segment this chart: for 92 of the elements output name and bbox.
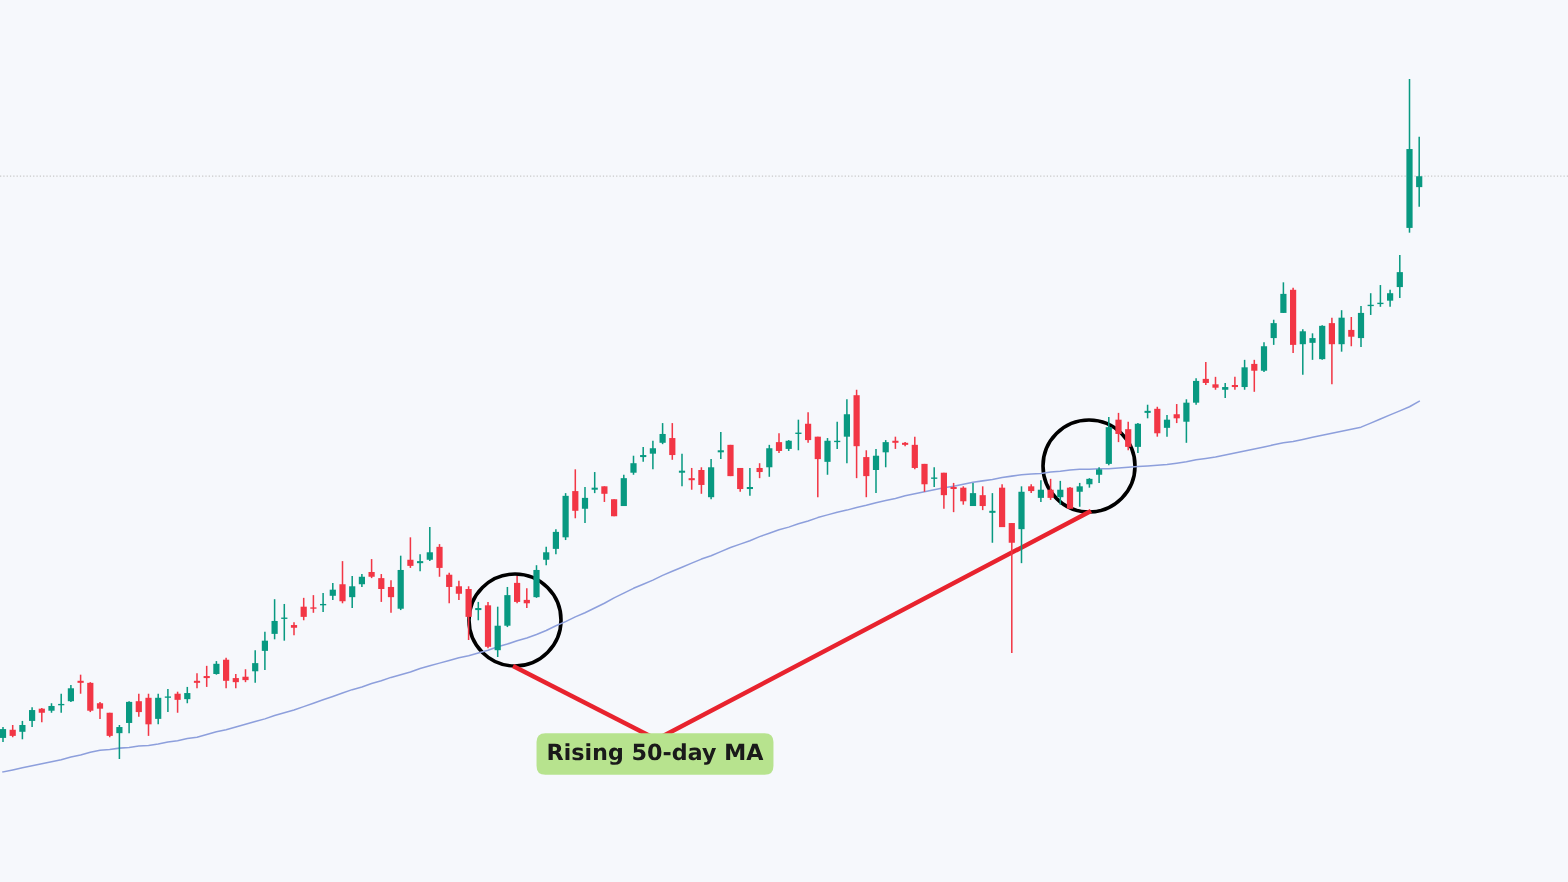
candlestick xyxy=(960,485,967,506)
candlestick xyxy=(581,486,589,524)
candlestick xyxy=(1183,398,1190,444)
candlestick xyxy=(989,492,996,544)
candlestick xyxy=(552,528,559,556)
candlestick xyxy=(387,579,395,614)
candlestick xyxy=(872,448,880,494)
candlestick xyxy=(746,467,753,497)
candlestick xyxy=(931,466,938,488)
candlestick xyxy=(1134,422,1141,454)
candlestick xyxy=(814,435,821,498)
candlestick xyxy=(223,656,230,690)
candlestick xyxy=(591,471,598,494)
candlestick xyxy=(203,665,210,688)
candlestick xyxy=(232,673,239,690)
candlestick xyxy=(1280,281,1287,314)
candlestick xyxy=(824,437,831,476)
candlestick xyxy=(766,444,773,478)
candlestick xyxy=(446,571,453,605)
candlestick xyxy=(38,707,45,724)
candlestick xyxy=(1076,482,1083,508)
candlestick xyxy=(688,467,695,491)
candlestick xyxy=(1057,480,1064,506)
candlestick xyxy=(543,546,550,566)
candlestick xyxy=(193,672,201,690)
candlestick xyxy=(659,422,666,445)
candlestick xyxy=(164,688,171,713)
candlestick xyxy=(135,692,142,718)
candlestick xyxy=(290,621,298,637)
candlestick xyxy=(882,439,889,469)
candlestick xyxy=(1416,136,1423,208)
candlestick xyxy=(775,432,783,454)
candlestick xyxy=(1270,318,1277,346)
candlestick xyxy=(252,649,259,684)
candlestick xyxy=(174,690,181,714)
candlestick xyxy=(572,468,579,520)
candlestick xyxy=(649,439,656,471)
candlestick xyxy=(1066,486,1074,510)
candlestick xyxy=(1251,359,1258,393)
candlestick xyxy=(979,485,986,511)
annotation: Rising 50-day MA xyxy=(548,743,764,765)
candlestick xyxy=(630,454,637,476)
candlestick xyxy=(116,724,123,760)
candlestick xyxy=(407,536,414,569)
candlestick xyxy=(106,711,113,739)
candlestick xyxy=(261,631,268,671)
candlestick xyxy=(455,580,462,601)
candlestick xyxy=(950,482,957,513)
candlestick xyxy=(911,435,918,471)
candlestick xyxy=(300,597,307,622)
candlestick xyxy=(378,573,385,603)
candlestick xyxy=(1222,382,1229,399)
candlestick xyxy=(640,446,647,463)
candlestick xyxy=(436,543,443,578)
candlestick xyxy=(368,558,375,579)
candlestick xyxy=(417,553,424,573)
candlestick xyxy=(1299,328,1306,376)
candlestick xyxy=(1231,376,1238,391)
candlestick xyxy=(1037,479,1044,503)
candlestick xyxy=(514,575,521,605)
candlestick xyxy=(29,706,36,728)
candlestick xyxy=(155,692,162,726)
candlestick xyxy=(271,598,278,641)
candlestick xyxy=(1163,414,1171,438)
candlestick xyxy=(940,471,947,510)
candlestick xyxy=(1328,316,1335,386)
candlestick xyxy=(698,466,705,495)
candlestick xyxy=(77,673,84,695)
candlestick xyxy=(1173,403,1180,424)
candlestick xyxy=(19,720,26,741)
candlestick xyxy=(1008,522,1015,654)
candlestick xyxy=(1396,254,1403,299)
candlestick xyxy=(805,411,812,444)
candlestick xyxy=(1115,412,1122,443)
candlestick xyxy=(669,422,676,461)
candlestick xyxy=(1125,420,1132,452)
candlestick xyxy=(863,449,870,498)
candlestick xyxy=(843,398,850,464)
candlestick xyxy=(678,452,686,488)
candlestick xyxy=(426,526,433,562)
candlestick xyxy=(1202,361,1209,386)
candlestick xyxy=(1241,359,1248,391)
candlestick xyxy=(921,463,928,493)
candlestick xyxy=(1047,478,1054,501)
candlestick xyxy=(126,700,133,734)
candlestick xyxy=(717,431,724,460)
candlestick xyxy=(1193,377,1200,406)
candlestick xyxy=(349,575,356,609)
candlestick xyxy=(1348,316,1355,348)
candlestick xyxy=(475,601,482,622)
candlestick xyxy=(1309,332,1316,361)
candlestick xyxy=(339,560,346,605)
